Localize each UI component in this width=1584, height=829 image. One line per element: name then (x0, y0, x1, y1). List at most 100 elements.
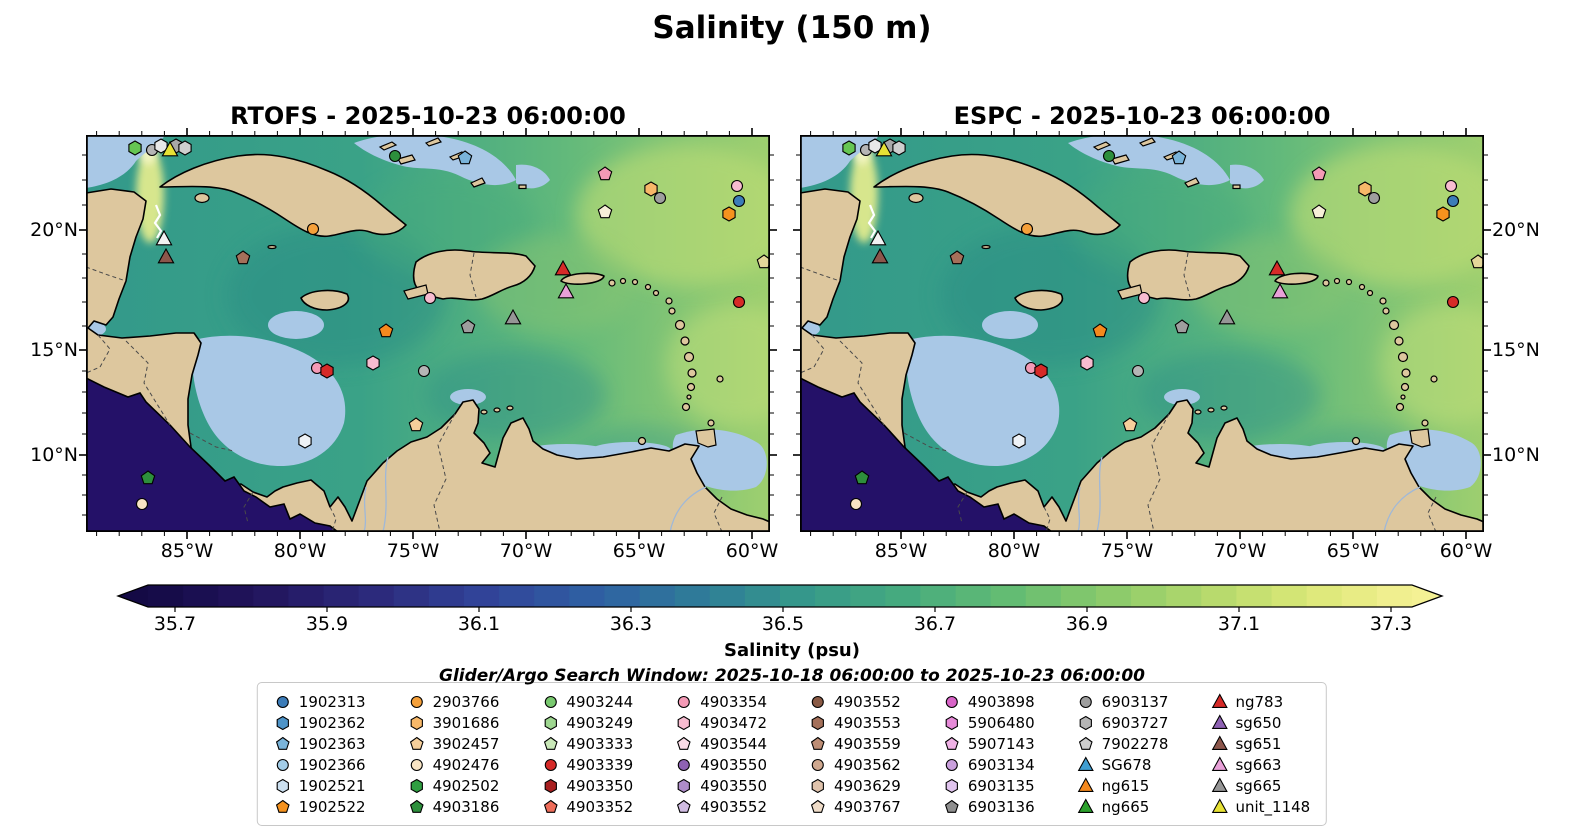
legend-label: 4903244 (566, 692, 634, 711)
legend-marker-icon (410, 758, 423, 771)
legend-entry: SG678 (1077, 756, 1169, 774)
legend-entry: 6903137 (1077, 692, 1169, 711)
legend-marker (544, 758, 557, 771)
map-marker (140, 470, 156, 485)
legend-entry: 1902362 (274, 714, 366, 732)
legend-label: unit_1148 (1235, 797, 1311, 816)
legend-marker (410, 715, 423, 730)
legend-label: 1902363 (298, 734, 366, 753)
legend-marker-icon (811, 758, 825, 771)
legend-label: 4903472 (700, 713, 768, 732)
legend-entry: 4903472 (675, 714, 767, 732)
map-marker (732, 295, 746, 309)
legend-marker (1079, 715, 1092, 730)
lon-tick-label: 75°W (386, 540, 440, 562)
legend-entry: 4902502 (408, 776, 500, 795)
legend-entry: 4903186 (408, 798, 499, 816)
legend-entry: sg665 (1210, 777, 1310, 795)
map-marker (1012, 433, 1026, 449)
legend-label: 6903137 (1101, 692, 1169, 711)
legend-label: 3902457 (432, 734, 500, 753)
legend-marker-icon (677, 799, 692, 813)
legend-marker (1211, 692, 1228, 708)
jamaica (300, 289, 350, 311)
colorbar-tick-label: 36.1 (457, 613, 501, 635)
legend-entry: 6903136 (943, 798, 1035, 816)
legend-marker (678, 778, 691, 793)
legend-label: 5907143 (967, 734, 1035, 753)
map-marker (869, 229, 887, 246)
map-marker (298, 433, 312, 449)
map-marker (557, 282, 575, 299)
map-marker (1446, 295, 1460, 309)
map-marker (1102, 149, 1116, 163)
map-marker (597, 204, 613, 219)
legend-marker (409, 736, 424, 750)
legend-label: 4903767 (834, 797, 901, 816)
legend-label: 4903333 (566, 734, 634, 753)
legend-label: SG678 (1101, 755, 1152, 774)
legend-label: 4903552 (834, 692, 901, 711)
legend-entry: sg651 (1210, 735, 1310, 753)
legend-label: 1902366 (298, 755, 366, 774)
map-marker (460, 319, 476, 334)
legend-label: 4903350 (566, 776, 634, 795)
map-marker (388, 149, 402, 163)
map-marker (868, 138, 882, 154)
legend-marker (276, 715, 289, 730)
map-marker (1020, 222, 1034, 236)
colorbar-tick-label: 37.3 (1369, 613, 1413, 635)
legend-entry: 4903339 (541, 756, 633, 774)
legend-entry: sg650 (1210, 714, 1310, 732)
lon-tick-label: 65°W (1326, 540, 1380, 562)
legend-marker-icon (811, 736, 825, 750)
legend-label: 4903898 (967, 692, 1035, 711)
map-marker (1444, 179, 1458, 193)
legend-entry: 4903767 (809, 798, 901, 816)
legend-label: 1902521 (298, 776, 366, 795)
legend-marker-icon (543, 736, 558, 750)
legend-marker (276, 695, 289, 708)
colorbar-tick-label: 36.7 (913, 613, 957, 635)
legend-entry: 1902363 (274, 735, 366, 753)
map-marker (408, 417, 424, 432)
legend-label: 4903562 (834, 755, 901, 774)
legend-entry: 4903552 (809, 693, 901, 711)
panel-title-espc: ESPC - 2025-10-23 06:00:00 (953, 102, 1331, 130)
legend-entry: 4903354 (675, 693, 767, 711)
legend-label: sg651 (1235, 734, 1282, 753)
pacific-ocean (800, 377, 1054, 532)
legend-entry: ng615 (1077, 777, 1169, 795)
legend-label: 4903553 (834, 713, 901, 732)
legend-label: 1902522 (298, 797, 366, 816)
legend-marker (276, 758, 289, 771)
legend-entry: 4903352 (541, 798, 633, 816)
legend-label: 2903766 (432, 692, 500, 711)
map-marker (854, 470, 870, 485)
legend-entry: unit_1148 (1210, 798, 1310, 816)
map-marker (504, 308, 522, 325)
legend-marker-icon (945, 715, 958, 730)
legend-marker-icon (1079, 695, 1092, 708)
legend-label: 4903339 (566, 755, 634, 774)
legend-entry: 4903559 (809, 735, 901, 753)
legend-label: 4902502 (432, 776, 500, 795)
legend-entry: 4903350 (541, 777, 633, 795)
map-rtofs (79, 128, 777, 539)
legend-label: 6903134 (967, 755, 1035, 774)
legend-entry: 4903898 (943, 693, 1035, 711)
legend-marker (677, 736, 692, 750)
colorbar-tick-label: 35.7 (153, 613, 197, 635)
map-marker (1034, 363, 1048, 379)
map-marker (1268, 259, 1286, 276)
legend-marker-icon (275, 736, 290, 750)
legend-marker (677, 799, 692, 813)
map-marker (1080, 355, 1094, 371)
search-window-subtitle: Glider/Argo Search Window: 2025-10-18 06… (439, 666, 1145, 686)
colorbar-tick-label: 36.9 (1065, 613, 1109, 635)
map-marker (457, 150, 473, 165)
legend-marker-icon (544, 758, 557, 771)
map-marker (1131, 364, 1145, 378)
puerto-rico (1274, 272, 1319, 285)
legend-entry: 4903629 (809, 777, 901, 795)
